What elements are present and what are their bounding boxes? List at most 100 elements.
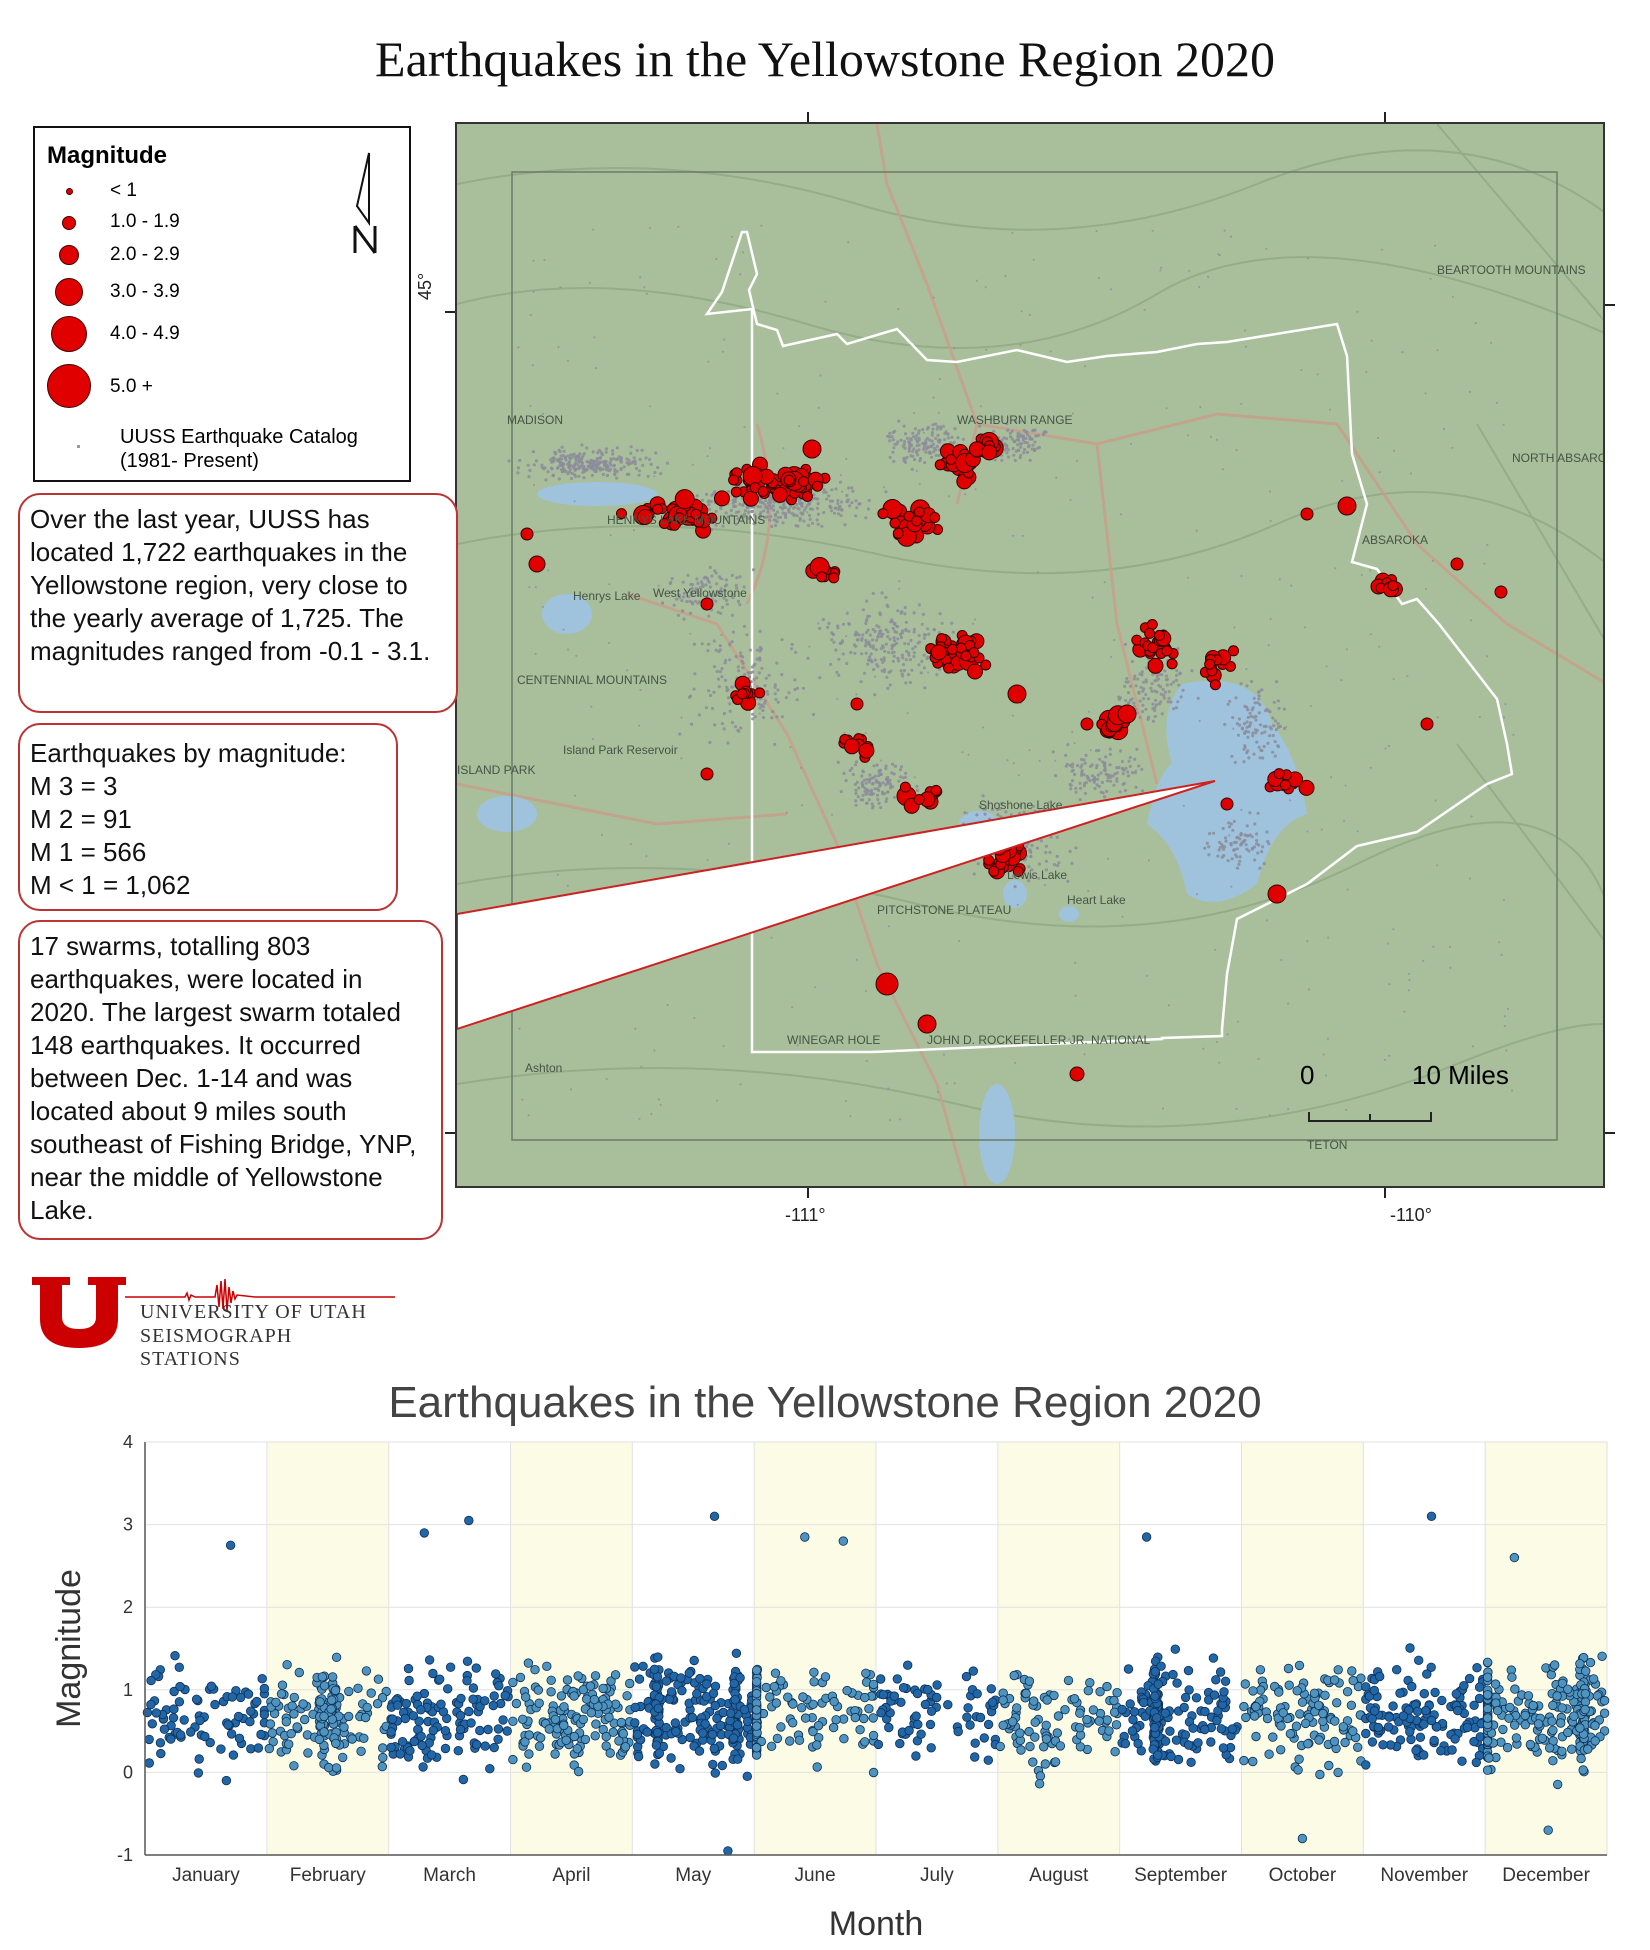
quake-point (489, 1742, 499, 1753)
catalog-dot (904, 627, 908, 631)
quake-point (868, 1713, 878, 1723)
catalog-dot (935, 673, 939, 677)
quake-point (1285, 1729, 1296, 1739)
quake-point (605, 1748, 615, 1758)
catalog-dot (1082, 773, 1086, 777)
catalog-dot (748, 648, 752, 652)
quake-point (327, 1695, 337, 1705)
catalog-dot (885, 675, 889, 679)
quake-point (480, 1741, 490, 1751)
catalog-dot (756, 648, 760, 652)
quake-point (445, 1662, 456, 1672)
catalog-dot (696, 581, 700, 585)
catalog-dot (1132, 677, 1136, 681)
catalog-dot (816, 522, 820, 526)
catalog-dot (883, 649, 887, 653)
catalog-dot (879, 806, 883, 810)
quake-point (1346, 1700, 1357, 1711)
quake-point (850, 1712, 861, 1723)
catalog-dot (848, 504, 852, 508)
quake-point (223, 1720, 233, 1730)
catalog-dot (697, 600, 701, 604)
quake-point (1484, 1753, 1494, 1763)
catalog-dot (784, 696, 788, 700)
catalog-dot (617, 455, 621, 459)
quake-point (820, 1672, 831, 1682)
catalog-dot (781, 511, 785, 515)
quake-point (1437, 1695, 1447, 1706)
catalog-dot (707, 689, 711, 693)
quake-point (1153, 1750, 1163, 1760)
catalog-dot (868, 773, 872, 777)
catalog-dot (728, 709, 732, 713)
catalog-dot (1144, 680, 1148, 684)
quake-point (1216, 1724, 1227, 1734)
catalog-dot (1025, 875, 1029, 879)
quake-point (1274, 1687, 1284, 1697)
catalog-dot (828, 504, 832, 508)
quake-point (1422, 1669, 1432, 1679)
catalog-dot (1044, 868, 1048, 872)
catalog-dot (544, 478, 548, 482)
quake-point (1498, 1724, 1508, 1735)
catalog-dot (554, 451, 558, 455)
catalog-dot (781, 521, 785, 525)
catalog-dot (807, 513, 812, 517)
quake-point (895, 1738, 905, 1749)
callout-swarms-text: 17 swarms, totalling 803 earthquakes, we… (30, 931, 417, 1225)
quake-point (330, 1685, 341, 1696)
quake-point (630, 1662, 640, 1672)
quake-point (276, 1689, 287, 1699)
catalog-dot (801, 686, 806, 691)
catalog-dot (850, 501, 854, 505)
quake-point (360, 1712, 371, 1723)
catalog-dot (691, 602, 695, 606)
catalog-dot (806, 523, 810, 528)
catalog-dot (885, 797, 889, 801)
catalog-dot (1074, 786, 1078, 791)
catalog-dot (998, 807, 1002, 811)
catalog-dot (860, 638, 864, 643)
catalog-dot (839, 500, 843, 504)
catalog-dot (1251, 731, 1255, 735)
catalog-dot (1137, 764, 1141, 768)
catalog-dot (1125, 676, 1129, 681)
quake-point (378, 1752, 388, 1763)
catalog-dot (898, 768, 903, 772)
catalog-dot (632, 456, 636, 460)
quake-point (1314, 1735, 1324, 1745)
quake-point (765, 1692, 775, 1702)
lon-label-111: -111° (785, 1205, 826, 1225)
quake-point (728, 1733, 739, 1743)
quake-point (228, 1750, 239, 1760)
catalog-dot (612, 464, 616, 468)
catalog-dot (605, 473, 609, 478)
catalog-dot (891, 659, 895, 663)
catalog-dot (1127, 759, 1131, 763)
catalog-dot (884, 490, 888, 494)
quake-point (651, 1740, 662, 1750)
catalog-dot (1113, 772, 1117, 776)
catalog-dot (718, 590, 722, 594)
catalog-dot (730, 593, 734, 597)
y-tick-label: 2 (123, 1597, 133, 1617)
catalog-dot (562, 449, 566, 453)
catalog-dot (816, 502, 820, 506)
quake-point (498, 1715, 508, 1725)
lakes (477, 482, 1307, 1184)
catalog-dot (611, 452, 615, 456)
quake-point (1331, 1698, 1342, 1708)
catalog-dot (569, 476, 574, 481)
catalog-dot (722, 711, 726, 716)
quake-point (289, 1692, 300, 1703)
quake-point (1398, 1711, 1409, 1721)
catalog-dot (888, 439, 892, 443)
catalog-dot (712, 639, 716, 643)
catalog-dot (1271, 716, 1275, 720)
catalog-dot (719, 611, 723, 615)
map[interactable]: West Yellowstone Henrys Lake Island Park R… (455, 122, 1605, 1188)
catalog-dot (1253, 701, 1257, 705)
quake-point (1552, 1691, 1562, 1701)
catalog-dot (1142, 680, 1146, 684)
catalog-dot (1274, 727, 1278, 732)
